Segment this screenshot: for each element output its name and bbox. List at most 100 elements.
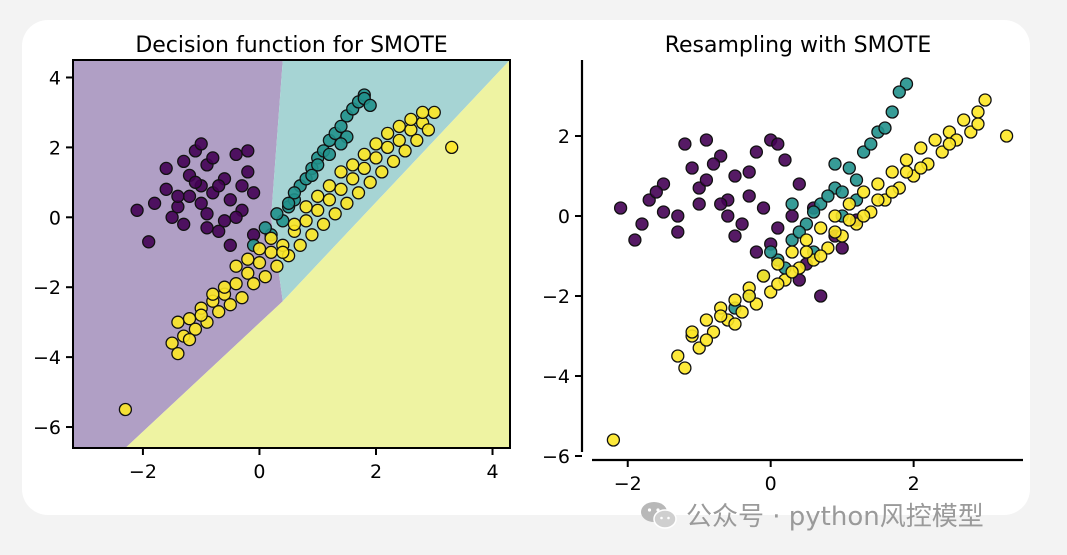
point xyxy=(957,113,971,127)
point xyxy=(828,157,842,171)
point xyxy=(785,265,799,279)
series-0 xyxy=(613,133,864,303)
point xyxy=(649,185,663,199)
point xyxy=(749,245,764,259)
point xyxy=(721,209,735,223)
point xyxy=(728,169,742,183)
y-tick-label: −4 xyxy=(33,347,61,369)
point xyxy=(445,140,459,155)
point xyxy=(334,119,348,134)
point xyxy=(392,133,406,148)
point xyxy=(978,93,992,107)
series-2 xyxy=(606,93,1014,447)
decision-region-class-1 xyxy=(271,60,510,302)
x-tick-label: 0 xyxy=(765,473,777,495)
point xyxy=(206,151,220,165)
point xyxy=(235,179,249,193)
point xyxy=(316,217,331,231)
x-tick-label: −2 xyxy=(129,461,157,483)
point xyxy=(706,157,721,171)
point xyxy=(229,147,243,162)
y-tick-label: −4 xyxy=(542,366,570,388)
point xyxy=(415,105,430,120)
point xyxy=(346,172,360,186)
point xyxy=(182,189,197,203)
point xyxy=(386,154,401,169)
point xyxy=(410,133,424,148)
point xyxy=(177,217,191,231)
point xyxy=(756,269,771,283)
point xyxy=(613,201,628,215)
y-tick-label: −2 xyxy=(542,286,570,308)
point xyxy=(764,245,778,259)
point xyxy=(892,85,906,99)
point xyxy=(322,193,337,207)
point xyxy=(878,121,892,135)
point xyxy=(656,205,671,219)
point xyxy=(749,145,764,159)
point xyxy=(340,196,354,210)
point xyxy=(828,225,842,239)
point xyxy=(806,205,821,219)
point xyxy=(971,105,985,119)
point xyxy=(293,238,307,252)
series-2 xyxy=(118,105,459,417)
point xyxy=(728,317,742,331)
chart-decision-function: −2 0 2 4 −6 −4 −2 0 2 4 Decision function for SMOT… xyxy=(33,33,511,483)
point xyxy=(699,173,714,187)
plot-area xyxy=(606,77,1014,447)
chart-title: Decision function for SMOTE xyxy=(135,33,447,58)
point xyxy=(699,313,714,327)
point xyxy=(835,185,849,199)
point xyxy=(771,137,785,151)
point xyxy=(785,209,799,223)
point xyxy=(942,137,957,151)
y-tick-label: 2 xyxy=(49,137,61,159)
point xyxy=(311,158,325,172)
point xyxy=(771,257,785,271)
point xyxy=(142,235,156,249)
point xyxy=(785,245,799,259)
point xyxy=(369,151,383,165)
point xyxy=(229,259,243,273)
point xyxy=(159,182,173,196)
point xyxy=(130,203,144,217)
point xyxy=(241,252,255,266)
point xyxy=(276,245,290,259)
point xyxy=(241,165,255,179)
point xyxy=(728,293,742,307)
point xyxy=(899,153,914,167)
point xyxy=(351,186,366,200)
y-tick-label: −6 xyxy=(542,446,570,468)
point xyxy=(685,325,699,339)
point xyxy=(258,221,272,235)
point xyxy=(856,209,871,223)
point xyxy=(171,346,185,361)
point xyxy=(229,210,243,224)
point xyxy=(194,196,208,210)
point xyxy=(235,291,249,305)
x-tick-label: 4 xyxy=(486,461,498,483)
point xyxy=(380,140,395,155)
point xyxy=(363,175,377,189)
point xyxy=(194,308,208,322)
point xyxy=(914,141,928,155)
point xyxy=(785,197,799,211)
watermark: 公众号 · python风控模型 xyxy=(640,496,984,533)
point xyxy=(270,207,284,221)
point xyxy=(742,289,756,303)
point xyxy=(357,161,371,176)
point xyxy=(871,193,885,207)
point xyxy=(742,189,756,203)
point xyxy=(835,241,849,255)
point xyxy=(628,233,642,247)
y-tick-label: 2 xyxy=(558,126,570,148)
point xyxy=(200,221,214,235)
chart-resampling: −2 0 2 −6 −4 −2 0 2 Resampling with SMOTE xyxy=(542,33,1023,495)
y-tick-label: −2 xyxy=(33,277,61,299)
point xyxy=(357,147,371,162)
point xyxy=(305,228,319,242)
point xyxy=(229,277,243,291)
series-1 xyxy=(246,88,377,252)
y-tick-label: 0 xyxy=(558,206,570,228)
